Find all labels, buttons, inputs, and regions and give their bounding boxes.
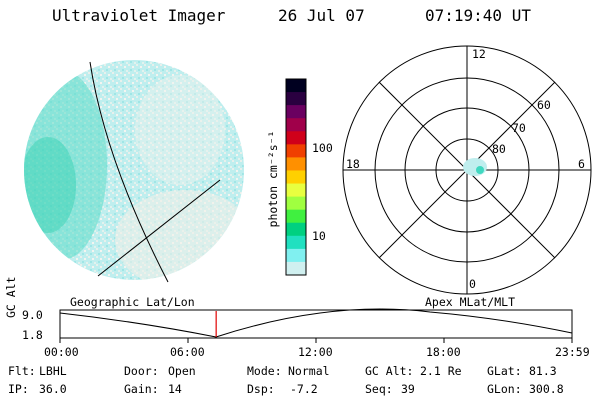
glat-label: GLat: (487, 364, 522, 378)
door-label: Door: (124, 364, 159, 378)
terminator-line (97, 179, 221, 277)
time-tick-2: 12:00 (298, 345, 333, 359)
polar-aurora-blob (463, 158, 487, 176)
meridian-line (89, 61, 169, 283)
colorbar-band (286, 131, 306, 145)
colorbar-band (286, 222, 306, 237)
colorbar-band (286, 105, 306, 119)
gcalt-label: GC Alt: (365, 364, 414, 378)
time-tick-3: 18:00 (426, 345, 461, 359)
polar-label-0: 0 (469, 277, 476, 291)
glat-value: 81.3 (529, 364, 557, 378)
observation-date: 26 Jul 07 (278, 6, 365, 25)
colorbar-band (286, 261, 306, 276)
colorbar-band (286, 118, 306, 132)
colorbar-band (286, 170, 306, 185)
time-tick-4: 23:59 (555, 345, 590, 359)
colorbar-band (286, 183, 306, 198)
polar-label-6: 6 (578, 157, 585, 171)
polar-label-12: 12 (472, 47, 486, 61)
time-tick-1: 06:00 (170, 345, 205, 359)
colorbar-band (286, 196, 306, 211)
time-tick-0: 00:00 (44, 345, 79, 359)
glon-value: 300.8 (529, 382, 564, 396)
polar-lat-70: 70 (512, 121, 526, 135)
polar-lat-60: 60 (537, 98, 551, 112)
observation-time: 07:19:40 UT (425, 6, 531, 25)
seq-label: Seq: (365, 382, 393, 396)
flt-value: LBHL (39, 364, 67, 378)
ip-label: IP: (8, 382, 29, 396)
flt-label: Flt: (8, 364, 36, 378)
colorbar-tick-10: 10 (312, 229, 326, 243)
colorbar-band (286, 157, 306, 171)
altitude-ytick-low: 1.8 (22, 328, 43, 342)
instrument-title: Ultraviolet Imager (52, 6, 226, 25)
colorbar-band (286, 79, 306, 93)
mode-label: Mode: (247, 364, 282, 378)
dsp-label: Dsp: (247, 382, 275, 396)
gain-label: Gain: (124, 382, 159, 396)
glon-label: GLon: (487, 382, 522, 396)
colorbar-band (286, 235, 306, 250)
altitude-curve (59, 308, 573, 338)
mode-value: Normal (288, 364, 330, 378)
colorbar (286, 79, 306, 276)
colorbar-band (286, 144, 306, 158)
polar-label-18: 18 (346, 157, 360, 171)
ip-value: 36.0 (39, 382, 67, 396)
geographic-caption: Geographic Lat/Lon (70, 295, 195, 309)
colorbar-band (286, 92, 306, 106)
dsp-value: -7.2 (290, 382, 318, 396)
gain-value: 14 (168, 382, 182, 396)
altitude-ytick-high: 9.0 (22, 308, 43, 322)
altitude-strip-frame (59, 309, 573, 339)
door-value: Open (168, 364, 196, 378)
seq-value: 39 (401, 382, 415, 396)
altitude-ylabel: GC Alt (4, 276, 18, 318)
gcalt-value: 2.1 Re (420, 364, 462, 378)
apex-caption: Apex MLat/MLT (425, 295, 516, 309)
colorbar-band (286, 248, 306, 263)
colorbar-unit-label: photon cm⁻²s⁻¹ (266, 130, 280, 228)
altitude-tick-marks (59, 338, 573, 343)
geographic-image (24, 60, 244, 280)
polar-lat-80: 80 (492, 142, 506, 156)
colorbar-band (286, 209, 306, 224)
colorbar-tick-100: 100 (312, 141, 333, 155)
